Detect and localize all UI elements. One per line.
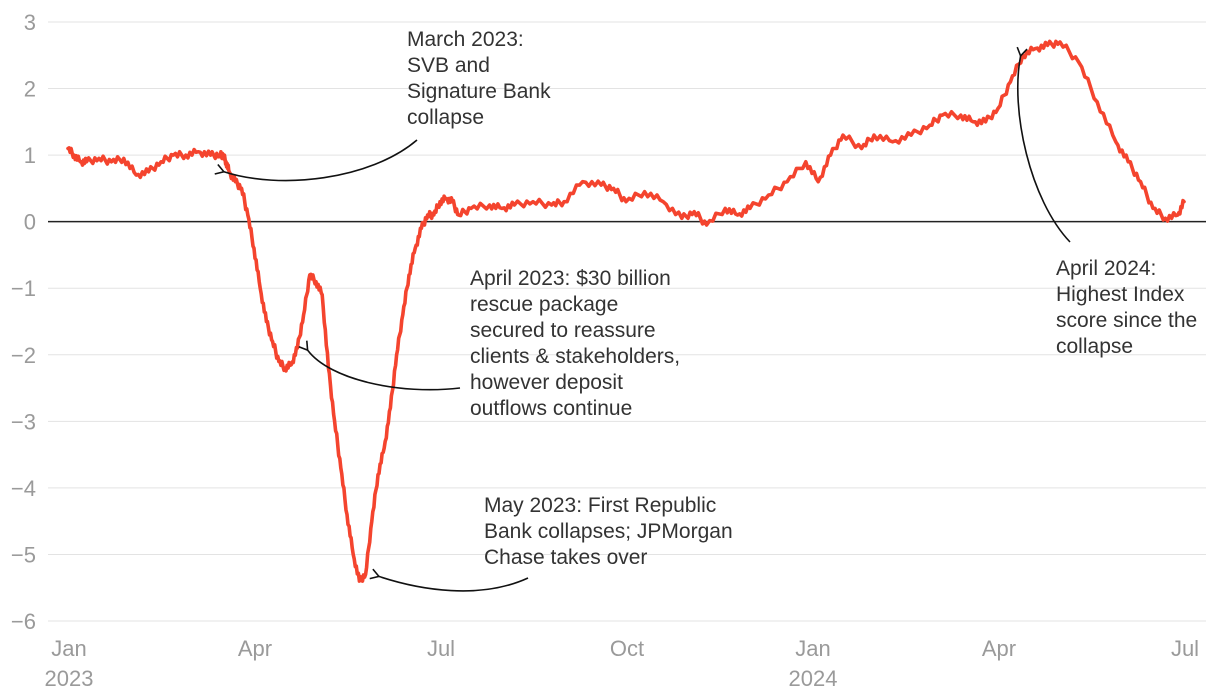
y-tick-label: −3 xyxy=(11,409,36,434)
annotation-arrow xyxy=(214,139,418,182)
y-tick-label: 2 xyxy=(24,77,36,102)
y-tick-label: −6 xyxy=(11,609,36,634)
annotation-arrow xyxy=(298,340,461,391)
x-tick-year-label: 2023 xyxy=(45,666,94,691)
y-tick-label: −4 xyxy=(11,476,36,501)
y-axis-ticks: 3 2 1 0 −1 −2 −3 −4 −5 −6 xyxy=(11,10,36,634)
gridlines xyxy=(48,21,1206,622)
annotation-first-republic: May 2023: First Republic Bank collapses;… xyxy=(484,494,738,569)
x-tick-label: Jul xyxy=(1171,636,1199,661)
annotation-arrows xyxy=(214,46,1071,592)
x-tick-label: Apr xyxy=(982,636,1016,661)
y-tick-label: 0 xyxy=(24,210,36,235)
annotation-arrow xyxy=(1016,46,1071,243)
x-axis-ticks: Jan Apr Jul Oct Jan Apr Jul 2023 2024 xyxy=(45,636,1200,691)
annotations: March 2023: SVB and Signature Bank colla… xyxy=(407,28,1203,569)
annotation-arrow xyxy=(369,568,529,592)
x-tick-label: Jan xyxy=(51,636,86,661)
x-tick-year-label: 2024 xyxy=(789,666,838,691)
y-tick-label: −2 xyxy=(11,343,36,368)
y-tick-label: −5 xyxy=(11,542,36,567)
x-tick-label: Oct xyxy=(610,636,644,661)
y-tick-label: 1 xyxy=(24,143,36,168)
annotation-highest-score: April 2024: Highest Index score since th… xyxy=(1056,257,1203,358)
x-tick-label: Jan xyxy=(795,636,830,661)
annotation-rescue-package: April 2023: $30 billion rescue package s… xyxy=(470,267,686,420)
y-tick-label: −1 xyxy=(11,276,36,301)
x-tick-label: Jul xyxy=(427,636,455,661)
annotation-svb: March 2023: SVB and Signature Bank colla… xyxy=(407,28,556,129)
x-tick-label: Apr xyxy=(238,636,272,661)
y-tick-label: 3 xyxy=(24,10,36,35)
